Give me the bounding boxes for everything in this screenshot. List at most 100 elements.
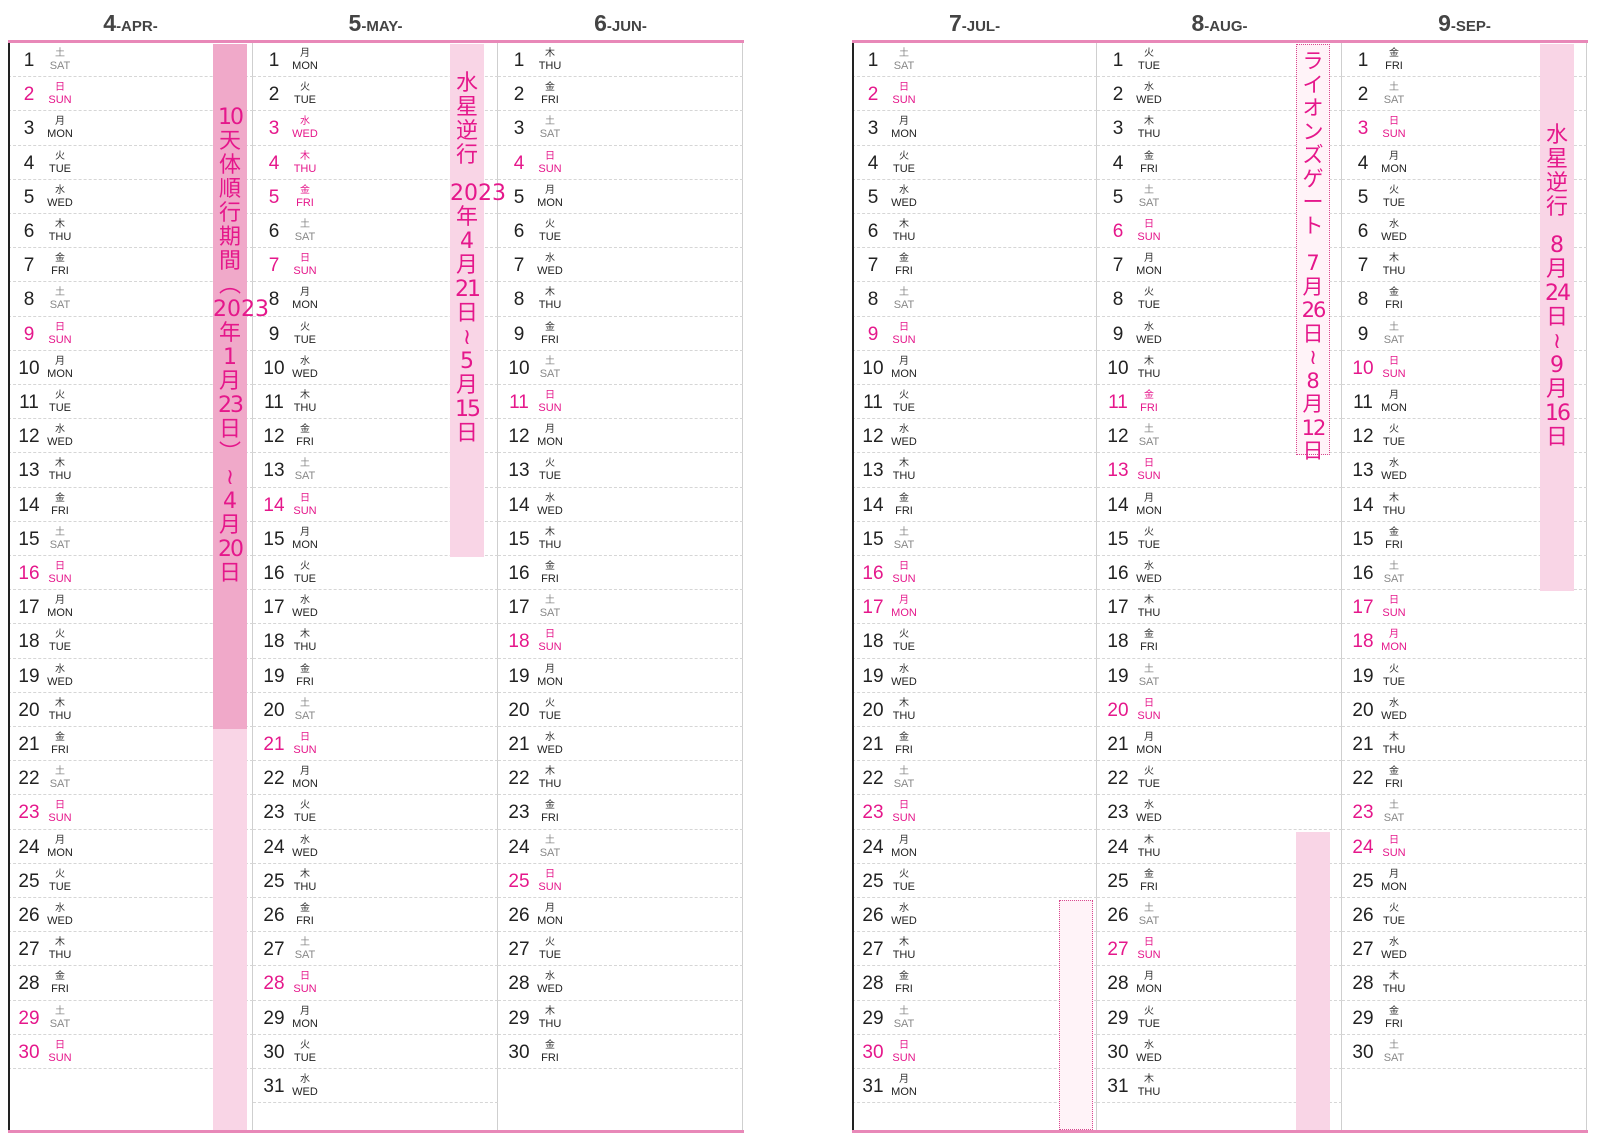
weekday-en: SUN [538, 162, 562, 175]
day-row: 15 金 FRI [1342, 522, 1587, 556]
weekday-label: 月 MON [291, 1006, 319, 1030]
day-number: 11 [509, 392, 529, 413]
weekday-en: SUN [538, 641, 562, 654]
day-number: 10 [1107, 357, 1129, 379]
weekday-en: SUN [892, 94, 916, 107]
weekday-ja: 日 [300, 732, 310, 743]
weekday-ja: 火 [899, 390, 909, 401]
weekday-label: 火 TUE [536, 458, 564, 482]
weekday-en: SUN [48, 573, 72, 585]
day-row: 18 木 THU [253, 624, 498, 659]
weekday-ja: 日 [899, 561, 909, 572]
weekday-ja: 金 [55, 492, 65, 504]
day-number: 2 [1357, 84, 1369, 106]
day-number: 5 [867, 186, 879, 208]
weekday-en: FRI [895, 744, 913, 756]
day-row: 21 金 FRI [852, 727, 1097, 762]
day-row: 12 金 FRI [253, 419, 498, 454]
weekday-label: 木 THU [1135, 595, 1163, 619]
month-column-sep: 1 金 FRI 2 土 SAT 3 日 SUN 4 月 MON 5 火 TUE 6 水 WED 7 木 THU 8 金 FRI… [1342, 43, 1587, 1130]
day-row: 18 火 TUE [8, 624, 253, 659]
weekday-ja: 木 [55, 458, 65, 470]
day-row: 24 日 SUN [1342, 830, 1587, 864]
day-number: 12 [1352, 426, 1374, 448]
weekday-label: 日 SUN [890, 800, 918, 824]
saturn-period-band-tail [213, 729, 247, 1130]
day-row: 29 土 SAT [8, 1001, 253, 1035]
weekday-label: 土 SAT [890, 48, 918, 72]
weekday-label: 土 SAT [1135, 903, 1163, 927]
weekday-ja: 金 [1144, 390, 1154, 401]
weekday-ja: 水 [1144, 1039, 1154, 1051]
day-number: 26 [1352, 905, 1374, 926]
weekday-label: 日 SUN [536, 869, 564, 893]
day-number: 26 [263, 905, 285, 926]
weekday-en: TUE [1138, 60, 1160, 72]
weekday-en: THU [293, 402, 317, 414]
day-number: 28 [1107, 973, 1129, 995]
weekday-label: 土 SAT [1135, 424, 1163, 448]
day-number: 12 [263, 426, 285, 448]
weekday-en: THU [293, 162, 317, 175]
weekday-label: 月 MON [1135, 253, 1163, 277]
day-number: 25 [18, 870, 40, 892]
weekday-ja: 日 [899, 800, 909, 812]
weekday-label: 水 WED [291, 356, 319, 380]
weekday-ja: 土 [1389, 321, 1399, 333]
weekday-ja: 月 [1389, 629, 1399, 641]
weekday-en: FRI [541, 1051, 559, 1064]
day-number: 18 [1352, 631, 1374, 653]
weekday-ja: 火 [1389, 663, 1399, 675]
weekday-ja: 日 [55, 321, 65, 333]
day-row: 13 木 THU [8, 453, 253, 488]
weekday-label: 火 TUE [1135, 48, 1163, 72]
day-number: 30 [263, 1041, 285, 1063]
weekday-label: 土 SAT [536, 116, 564, 140]
day-number: 2 [1112, 84, 1124, 106]
weekday-ja: 土 [1389, 82, 1399, 94]
day-number: 1 [23, 50, 35, 71]
day-number: 1 [513, 50, 525, 71]
weekday-en: MON [537, 675, 563, 688]
weekday-label: 水 WED [1135, 82, 1163, 106]
weekday-ja: 金 [55, 971, 65, 983]
day-number: 22 [1107, 768, 1129, 790]
day-number: 25 [508, 870, 530, 892]
day-row: 7 木 THU [1342, 248, 1587, 283]
weekday-ja: 金 [899, 732, 909, 743]
day-number: 18 [18, 631, 40, 653]
weekday-en: FRI [1140, 641, 1158, 654]
month-column-aug: 1 火 TUE 2 水 WED 3 木 THU 4 金 FRI 5 土 SAT 6 日 SUN 7 月 MON 8 火 TUE… [1097, 43, 1342, 1130]
weekday-ja: 日 [55, 1039, 65, 1051]
weekday-label: 日 SUN [890, 82, 918, 106]
weekday-ja: 月 [1144, 732, 1154, 743]
weekday-label: 金 FRI [890, 253, 918, 277]
day-row: 4 火 TUE [852, 146, 1097, 180]
day-number: 13 [1107, 460, 1129, 482]
weekday-en: WED [891, 436, 917, 449]
weekday-ja: 日 [899, 82, 909, 94]
day-row: 10 月 MON [852, 351, 1097, 385]
weekday-en: MON [1381, 162, 1407, 175]
day-row: 6 木 THU [8, 214, 253, 249]
weekday-en: THU [538, 1017, 562, 1030]
weekday-en: TUE [893, 641, 915, 654]
weekday-ja: 木 [300, 868, 310, 880]
weekday-en: THU [1382, 744, 1406, 756]
weekday-en: MON [1136, 744, 1162, 756]
day-number: 10 [862, 357, 884, 379]
weekday-ja: 月 [300, 766, 310, 778]
day-number: 17 [263, 597, 285, 619]
weekday-label: 水 WED [291, 116, 319, 140]
weekday-en: FRI [895, 504, 913, 517]
weekday-en: SAT [893, 538, 915, 551]
weekday-en: FRI [541, 333, 559, 346]
day-row: 14 月 MON [1097, 488, 1342, 522]
weekday-label: 月 MON [536, 903, 564, 927]
weekday-en: THU [1137, 1086, 1161, 1098]
weekday-label: 木 THU [46, 937, 74, 961]
day-row: 12 水 WED [8, 419, 253, 454]
weekday-label: 水 WED [291, 835, 319, 859]
day-number: 19 [508, 665, 530, 687]
day-number: 27 [1107, 939, 1129, 961]
